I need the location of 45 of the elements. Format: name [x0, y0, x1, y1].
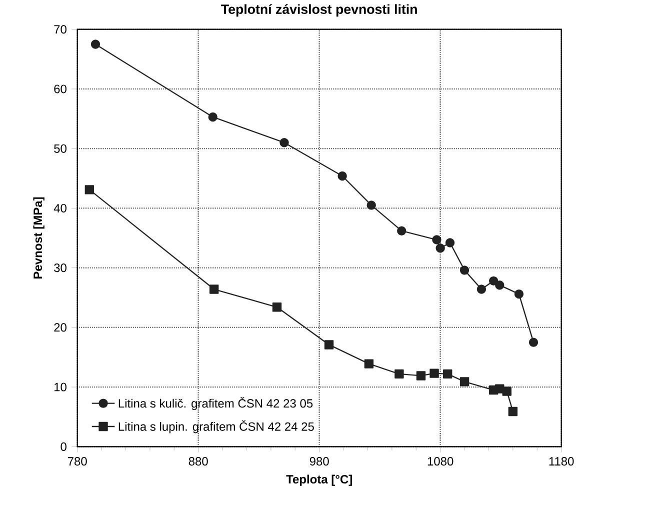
y-tick-label: 70	[54, 25, 66, 34]
point	[84, 185, 94, 194]
y-tick-label: 0	[60, 442, 66, 452]
point	[338, 172, 347, 181]
point	[476, 284, 486, 294]
point	[90, 40, 100, 50]
point	[436, 244, 445, 253]
point	[502, 386, 512, 396]
point	[442, 370, 452, 379]
point	[324, 340, 334, 350]
x-axis-title: Teplota [°C]	[286, 474, 352, 486]
point	[209, 284, 219, 294]
point	[280, 138, 289, 148]
x-tick-label: 780	[68, 457, 87, 466]
y-tick-label: 20	[54, 323, 66, 332]
point	[366, 200, 376, 210]
y-tick-label: 60	[54, 84, 66, 94]
x-tick-label: 1080	[428, 457, 454, 466]
point	[508, 407, 518, 416]
point	[397, 226, 406, 236]
point	[460, 377, 470, 386]
x-tick-label: 980	[310, 457, 329, 466]
y-tick-label: 50	[54, 144, 66, 154]
point	[272, 302, 282, 312]
point	[495, 280, 504, 290]
y-tick-label: 10	[54, 382, 66, 392]
point	[430, 368, 439, 378]
point	[514, 290, 524, 299]
legend-label: Litina s lupin. grafitem ČSN 42 24 25	[118, 420, 314, 434]
point	[445, 238, 455, 248]
x-tick-label: 1180	[549, 457, 574, 466]
legend-label: Litina s kulič. grafitem ČSN 42 23 05	[118, 397, 313, 410]
point	[460, 266, 470, 275]
point	[416, 371, 426, 380]
chart-title: Teplotní závislost pevnosti litin	[221, 4, 417, 17]
point	[528, 338, 538, 348]
y-tick-label: 40	[54, 204, 66, 213]
point	[364, 359, 374, 369]
y-tick-label: 30	[54, 264, 66, 272]
point	[432, 235, 442, 245]
point	[394, 370, 404, 379]
y-axis-title: Pevnost [MPa]	[33, 198, 44, 279]
x-tick-label: 880	[188, 457, 208, 466]
point	[488, 276, 498, 286]
point	[208, 112, 218, 122]
